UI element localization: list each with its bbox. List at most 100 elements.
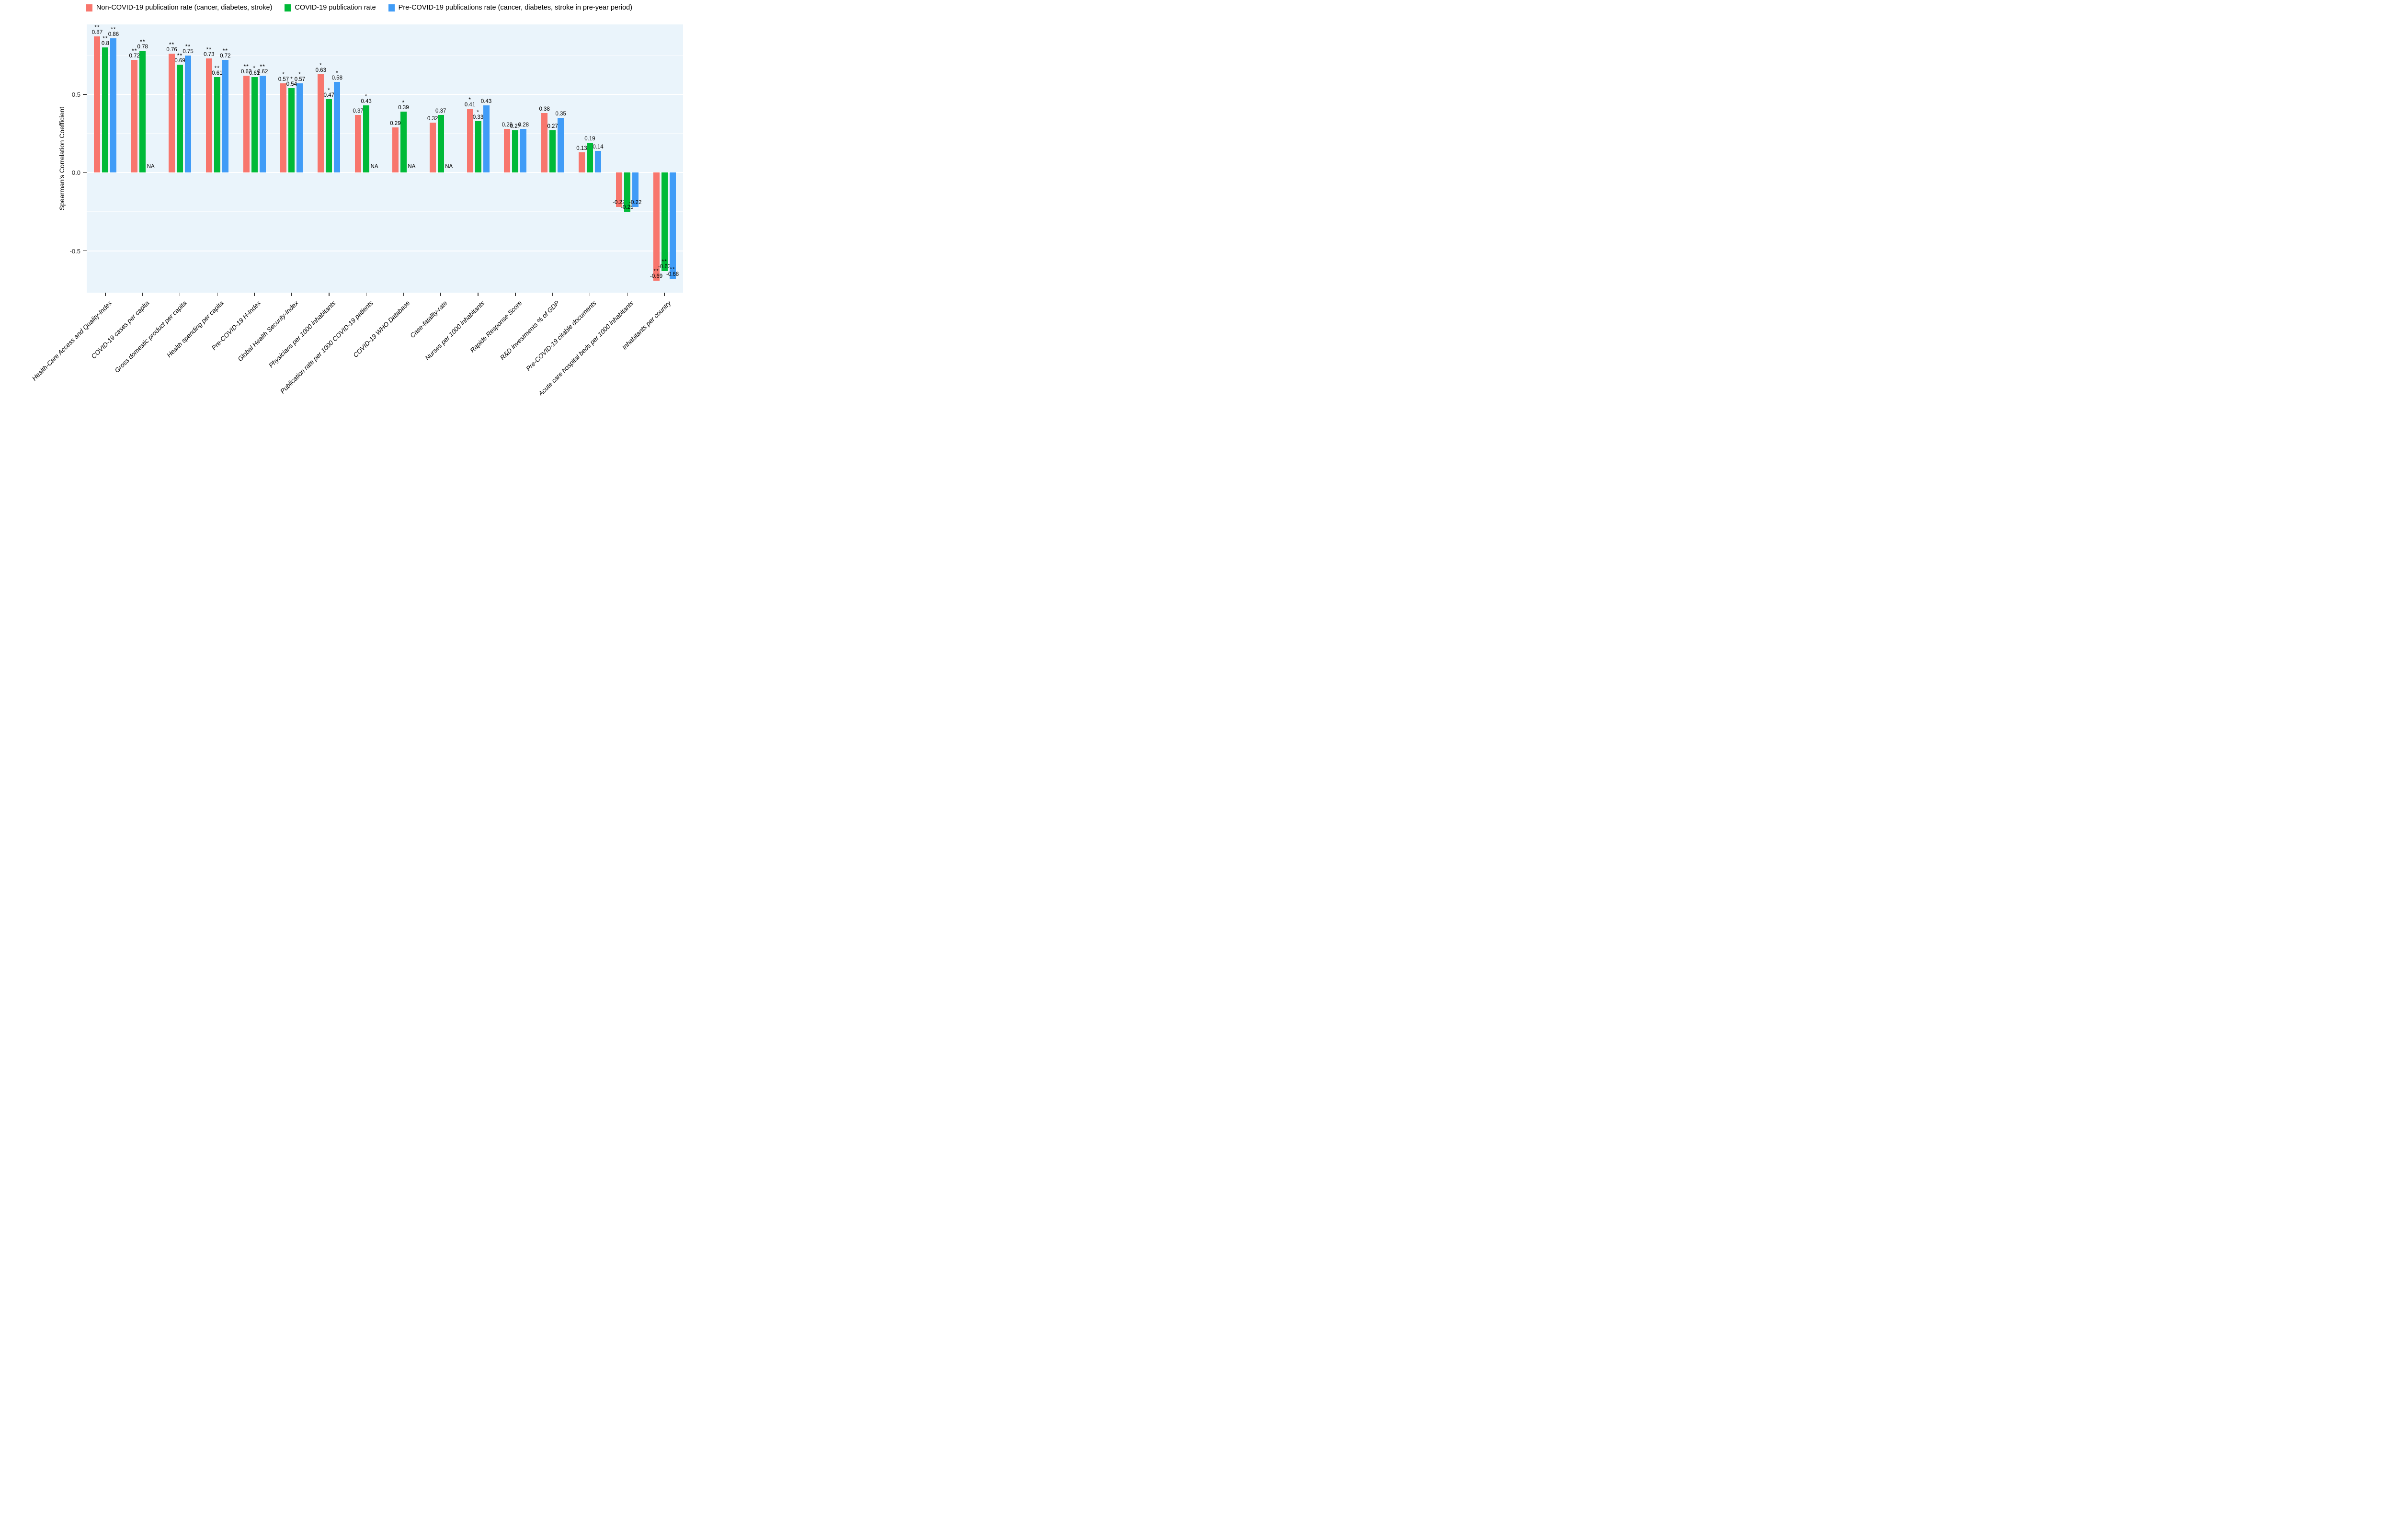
value-text: 0.13 [576,145,587,151]
value-text: 0.32 [427,115,438,122]
bar-value-label: -0.22 [604,200,634,205]
bar [222,60,228,173]
bar [205,58,212,173]
bar [334,82,341,173]
x-tick-mark [365,293,367,296]
value-text: 0.86 [108,31,119,37]
y-tick-label: 0.0 [71,169,80,177]
value-text: 0.28 [518,122,529,128]
significance-stars: * [327,86,331,93]
significance-stars: * [319,61,322,68]
significance-stars: * [282,71,285,78]
significance-stars: ** [103,35,108,42]
bar-value-label: ** -0.69 [641,267,672,279]
bar-value-label: * 0.43 [351,93,382,104]
bar [363,105,370,173]
value-text: 0.69 [174,58,185,64]
bar-value-label: ** 0.78 [127,39,158,50]
bar [131,60,138,173]
bar-value-label: ** 0.75 [173,44,204,55]
bar [616,172,622,207]
gridline-major [87,172,683,173]
bar-value-label: * 0.61 [239,65,270,76]
bar [549,130,556,173]
value-text: 0.54 [286,81,297,88]
bar [437,114,444,173]
bar-value-label: 0.38 [529,106,560,112]
bar [259,76,266,173]
value-text: 0.78 [137,44,148,50]
y-tick-mark [83,94,87,95]
significance-stars: ** [132,47,137,55]
significance-stars: ** [206,46,212,53]
bar [288,88,295,173]
significance-stars: * [365,93,368,100]
bar-value-label: 0.35 [546,111,576,117]
bar [467,108,473,173]
significance-stars: ** [670,266,675,273]
x-tick-mark [440,293,441,296]
bar-value-label: 0.43 [471,99,502,104]
bar [110,38,117,173]
bar-value-label: * 0.57 [268,71,299,83]
significance-stars: * [298,71,301,78]
x-tick-label: Health-Care Access and Quality-Index [30,299,114,382]
value-text: 0.72 [220,53,231,59]
bar [594,150,601,173]
value-text: 0.57 [294,77,306,83]
x-tick-mark [142,293,143,296]
bar [504,128,511,173]
legend-label: Pre-COVID-19 publications rate (cancer, … [398,4,633,11]
bar-value-label: ** 0.86 [98,26,129,37]
bar [475,121,481,173]
x-tick-mark [552,293,553,296]
gridline-minor [87,133,683,134]
value-text: 0.19 [584,136,595,142]
bar-value-label: 0.13 [566,146,597,151]
value-text: -0.22 [629,200,642,206]
bar-value-label: * 0.54 [276,76,307,88]
significance-stars: ** [214,65,220,72]
bar [214,77,220,173]
y-axis-title: Spearman's Correlation Coefficient [58,106,66,211]
bar [400,112,407,173]
bar [558,118,564,173]
bar-value-label: ** -0.63 [649,259,680,270]
bar-value-label: ** 0.76 [157,42,187,53]
value-text: -0.22 [613,200,626,206]
x-tick-label: Inhabitants per country [620,299,673,351]
value-text: -0.68 [666,272,679,278]
significance-stars: * [253,65,256,72]
bar [280,83,287,173]
value-text: 0.87 [91,30,103,36]
bar-value-label: 0.28 [492,122,523,128]
bar [169,54,175,173]
bar [483,105,490,173]
bar-value-label: ** 0.72 [119,47,150,59]
bar-value-label: * 0.63 [306,61,336,73]
value-text: 0.57 [278,77,289,83]
bar [318,74,324,173]
significance-stars: ** [653,267,659,274]
significance-stars: ** [94,24,100,31]
legend-swatch [285,4,291,11]
bar-value-label: 0.27 [537,124,568,129]
gridline-major [87,94,683,95]
significance-stars: * [290,76,293,83]
legend-item: Pre-COVID-19 publications rate (cancer, … [388,4,632,11]
value-text: -0.63 [658,263,671,270]
legend-item: Non-COVID-19 publication rate (cancer, d… [86,4,272,11]
x-tick-label: Global Health Security-Index [236,299,300,363]
bar-value-label: 0.32 [417,116,448,122]
x-tick-label: Physicians per 1000 inhabitants [267,299,337,369]
value-text: 0.58 [331,75,342,81]
y-tick-mark [83,172,87,173]
x-tick-label: Nurses per 1000 inhabitants [423,299,486,362]
x-tick-mark [291,293,292,296]
legend-label: COVID-19 publication rate [295,4,376,11]
x-tick-label: R&D investments % of GDP [498,299,561,362]
value-text: 0.8 [101,41,109,47]
bar-value-label: ** 0.87 [82,24,113,36]
value-text: 0.28 [502,122,513,128]
value-text: 0.76 [166,47,177,53]
